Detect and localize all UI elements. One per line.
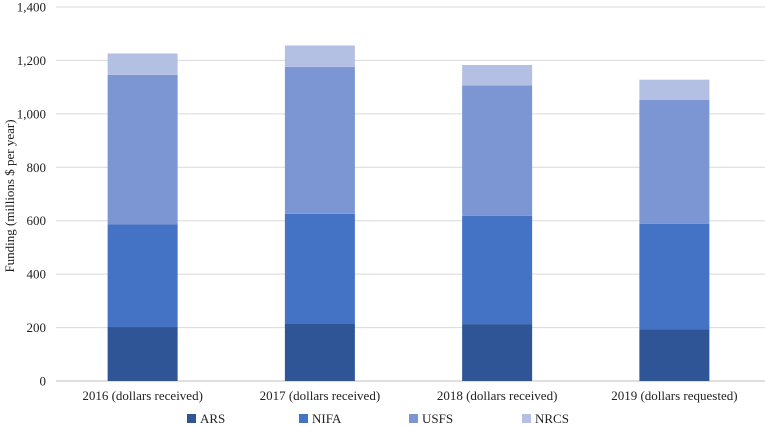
legend-swatch-nrcs — [522, 414, 531, 423]
bar-segment-nifa — [284, 213, 355, 324]
bar-segment-nrcs — [284, 45, 355, 67]
x-category-label: 2018 (dollars received) — [437, 388, 558, 403]
bar-segment-ars — [639, 329, 710, 381]
y-axis-ticks: 0 200 400 600 800 1,000 1,200 1,400 — [17, 0, 46, 389]
bar-segment-usfs — [462, 85, 533, 216]
legend-swatch-ars — [187, 414, 196, 423]
bars — [107, 45, 710, 381]
y-tick-label: 1,000 — [17, 106, 46, 121]
y-tick-label: 1,400 — [17, 0, 46, 15]
legend-label-nifa: NIFA — [312, 411, 342, 426]
x-category-label: 2017 (dollars received) — [260, 388, 381, 403]
y-tick-label: 1,200 — [17, 53, 46, 68]
bar-segment-usfs — [639, 99, 710, 224]
y-tick-label: 200 — [27, 320, 47, 335]
y-axis-title: Funding (millions $ per year) — [2, 119, 17, 272]
bar-segment-nifa — [107, 224, 178, 328]
x-axis-categories: 2016 (dollars received) 2017 (dollars rec… — [82, 388, 737, 403]
bar-segment-usfs — [107, 74, 178, 225]
y-tick-label: 0 — [40, 374, 47, 389]
x-category-label: 2016 (dollars received) — [82, 388, 203, 403]
bar-segment-nrcs — [639, 79, 710, 100]
legend-swatch-usfs — [409, 414, 418, 423]
y-tick-label: 400 — [27, 267, 47, 282]
bar-segment-nrcs — [462, 64, 533, 86]
bar-segment-nifa — [462, 215, 533, 325]
legend-label-usfs: USFS — [422, 411, 453, 426]
bar-segment-ars — [107, 327, 178, 381]
bar-segment-nrcs — [107, 53, 178, 75]
legend-swatch-nifa — [299, 414, 308, 423]
legend-label-nrcs: NRCS — [535, 411, 569, 426]
bar-segment-usfs — [284, 66, 355, 214]
y-tick-label: 600 — [27, 213, 47, 228]
legend-label-ars: ARS — [200, 411, 225, 426]
x-category-label: 2019 (dollars requested) — [611, 388, 737, 403]
bar-segment-nifa — [639, 223, 710, 330]
legend: ARS NIFA USFS NRCS — [187, 411, 569, 426]
y-tick-label: 800 — [27, 160, 47, 175]
bar-segment-ars — [462, 324, 533, 381]
bar-segment-ars — [284, 323, 355, 381]
